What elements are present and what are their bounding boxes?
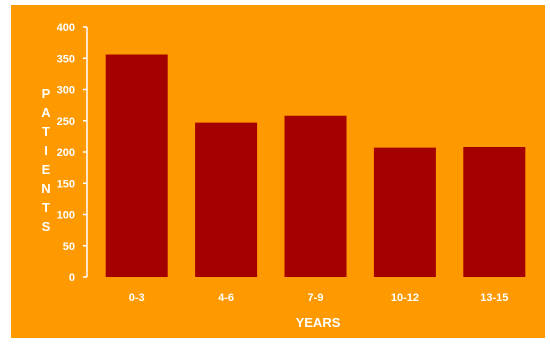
y-axis <box>83 26 88 278</box>
y-axis-title-letter: A <box>41 105 51 120</box>
bar-7-9 <box>284 115 347 277</box>
y-tick-label: 0 <box>69 272 75 284</box>
bar-10-12 <box>373 147 436 277</box>
y-axis-title-letter: N <box>41 181 50 196</box>
chart-background <box>11 5 545 338</box>
x-axis-title: YEARS <box>296 315 341 330</box>
bars-group <box>105 54 526 277</box>
x-tick-labels: 0-3 4-6 7-9 10-12 13-15 <box>129 292 509 304</box>
bar-4-6 <box>195 122 258 277</box>
y-axis-title-letter: S <box>42 219 51 234</box>
y-tick-label: 200 <box>57 147 75 159</box>
x-tick-label: 13-15 <box>480 292 508 304</box>
x-tick-label: 4-6 <box>218 292 234 304</box>
y-tick-label: 300 <box>57 85 75 97</box>
bar-13-15 <box>463 147 526 277</box>
x-tick-label: 10-12 <box>391 292 419 304</box>
y-axis-title-letter: E <box>42 162 51 177</box>
bar-0-3 <box>105 54 168 277</box>
y-axis-title-letter: P <box>42 86 51 101</box>
x-tick-label: 7-9 <box>308 292 324 304</box>
y-tick-label: 350 <box>57 53 75 65</box>
y-tick-label: 400 <box>57 22 75 34</box>
y-tick-label: 100 <box>57 210 75 222</box>
y-axis-title-letter: T <box>42 200 50 215</box>
y-tick-label: 50 <box>63 241 75 253</box>
y-tick-label: 150 <box>57 178 75 190</box>
y-tick-labels: 0 50 100 150 200 250 300 350 400 <box>57 22 75 284</box>
y-tick-label: 250 <box>57 116 75 128</box>
y-axis-title-letter: T <box>42 124 50 139</box>
x-tick-label: 0-3 <box>129 292 145 304</box>
y-axis-title-letter: I <box>44 143 48 158</box>
